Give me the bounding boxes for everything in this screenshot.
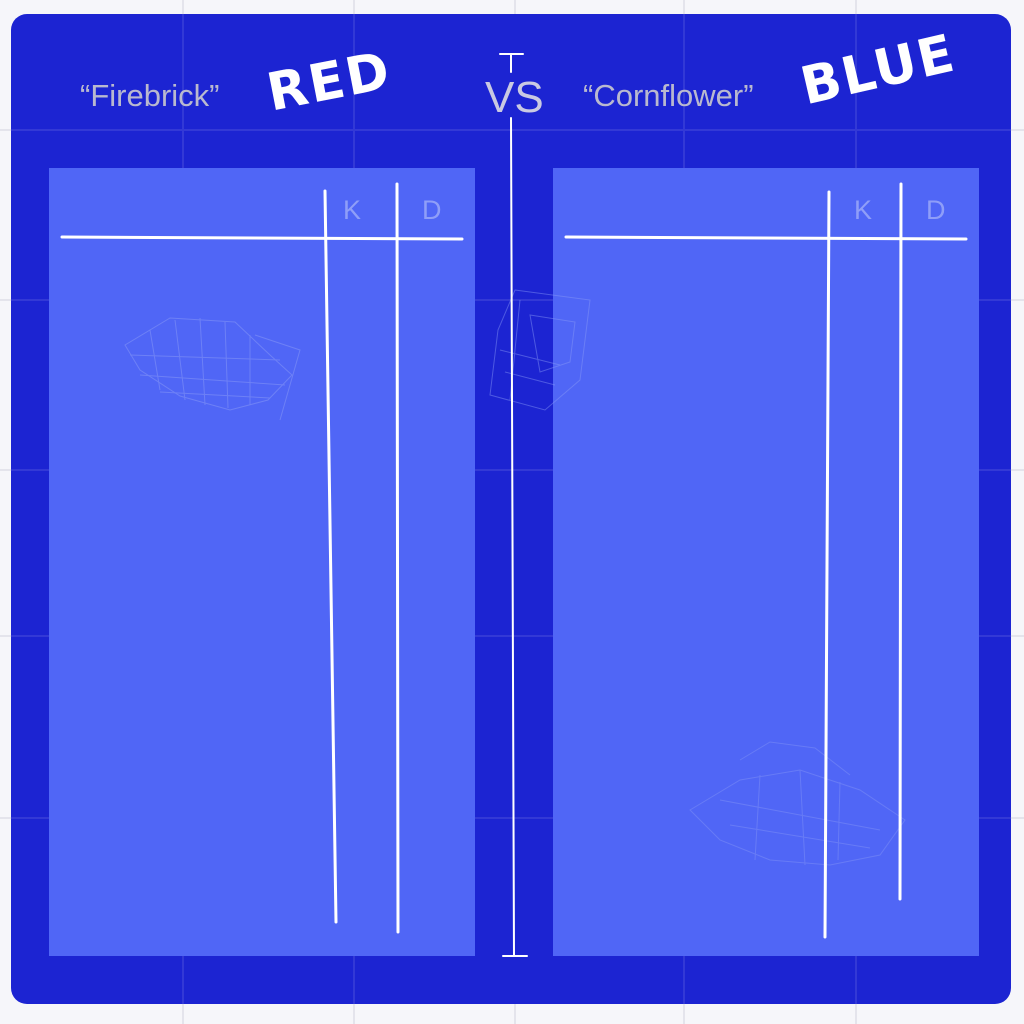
team-blue-deaths-header: D (926, 195, 946, 225)
team-blue-name: “Cornflower” (583, 78, 754, 113)
team-red-deaths-header: D (422, 195, 442, 225)
team-blue-panel (553, 168, 979, 956)
team-red-panel (49, 168, 475, 956)
team-red-kills-header: K (343, 195, 362, 225)
versus-label: VS (485, 73, 544, 122)
team-red-name: “Firebrick” (80, 78, 220, 113)
team-blue-kills-header: K (854, 195, 873, 225)
